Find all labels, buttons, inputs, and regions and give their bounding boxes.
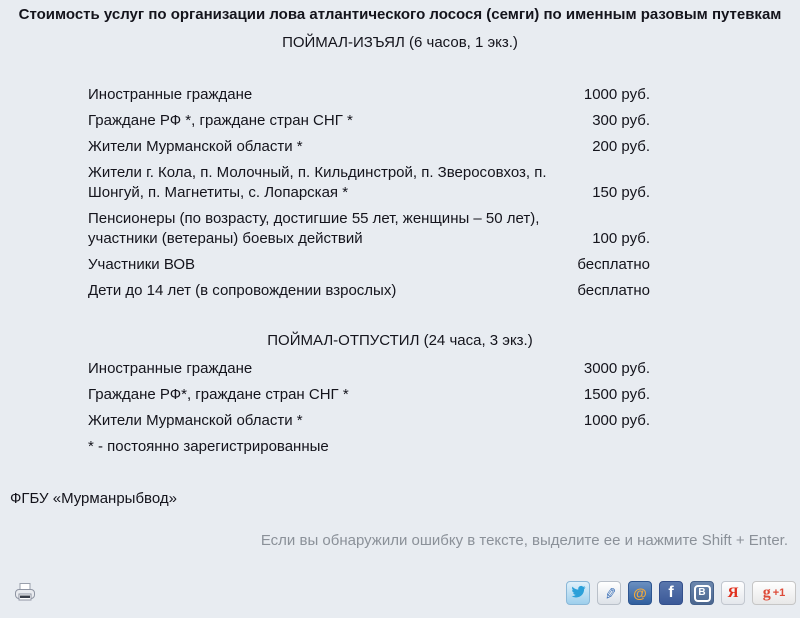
google-plus-one-button[interactable]: g +1: [752, 581, 796, 605]
row-price: 1500 руб.: [583, 386, 650, 403]
page-title: Стоимость услуг по организации лова атла…: [18, 6, 782, 23]
organization-name: ФГБУ «Мурманрыбвод»: [10, 490, 177, 507]
twitter-icon: [571, 584, 586, 602]
price-section: ПОЙМАЛ-ОТПУСТИЛ (24 часа, 3 экз.) Иностра…: [0, 331, 800, 457]
row-price: 1000 руб.: [583, 86, 650, 103]
price-row: Дети до 14 лет (в сопровождении взрослых…: [88, 281, 650, 301]
row-label: Жители Мурманской области *: [88, 138, 303, 155]
printer-icon: [13, 583, 37, 608]
price-row: Участники ВОВ бесплатно: [88, 255, 650, 275]
footnote: * - постоянно зарегистрированные: [88, 438, 329, 455]
row-price: 200 руб.: [592, 138, 650, 155]
price-row: Иностранные граждане 3000 руб.: [88, 359, 650, 379]
yandex-icon: Я: [727, 584, 739, 601]
vk-share-button[interactable]: В: [690, 581, 714, 605]
twitter-share-button[interactable]: [566, 581, 590, 605]
sections: ПОЙМАЛ-ИЗЪЯЛ (6 часов, 1 экз.) Иностранны…: [0, 33, 800, 457]
price-row: Жители г. Кола, п. Молочный, п. Кильдинс…: [88, 163, 650, 203]
yandex-share-button[interactable]: Я: [721, 581, 745, 605]
facebook-share-button[interactable]: f: [659, 581, 683, 605]
row-price: бесплатно: [577, 256, 650, 273]
social-share-row: ✎ @ f В Я g +1: [566, 581, 796, 605]
row-price: 100 руб.: [592, 230, 650, 247]
row-label: Жители Мурманской области *: [88, 412, 303, 429]
row-price: 150 руб.: [592, 184, 650, 201]
price-list-page: Стоимость услуг по организации лова атла…: [0, 5, 800, 618]
row-label: Граждане РФ *, граждане стран СНГ *: [88, 112, 353, 129]
livejournal-share-button[interactable]: ✎: [597, 581, 621, 605]
footer-bar: ✎ @ f В Я g +1: [0, 579, 800, 607]
row-label: Участники ВОВ: [88, 256, 196, 273]
section-heading: ПОЙМАЛ-ОТПУСТИЛ (24 часа, 3 экз.): [267, 332, 533, 349]
price-row: Пенсионеры (по возрасту, достигшие 55 ле…: [88, 209, 650, 249]
row-price: 300 руб.: [592, 112, 650, 129]
row-label: Иностранные граждане: [88, 360, 253, 377]
price-row: Иностранные граждане 1000 руб.: [88, 85, 650, 105]
row-price: 1000 руб.: [583, 412, 650, 429]
price-row: Жители Мурманской области * 1000 руб.: [88, 411, 650, 431]
row-label: Граждане РФ*, граждане стран СНГ *: [88, 386, 349, 403]
mailru-share-button[interactable]: @: [628, 581, 652, 605]
vk-icon: В: [693, 584, 711, 602]
price-table: Иностранные граждане 3000 руб. Граждане РФ…: [88, 359, 650, 431]
error-report-hint: Если вы обнаружили ошибку в тексте, выде…: [260, 532, 788, 549]
row-label: Дети до 14 лет (в сопровождении взрослых…: [88, 282, 397, 299]
mailru-at-icon: @: [633, 585, 647, 601]
row-price: 3000 руб.: [583, 360, 650, 377]
section-heading: ПОЙМАЛ-ИЗЪЯЛ (6 часов, 1 экз.): [282, 34, 518, 51]
facebook-icon: f: [668, 584, 674, 601]
row-label: Иностранные граждане: [88, 86, 253, 103]
pencil-icon: ✎: [599, 585, 619, 601]
row-label: Пенсионеры (по возрасту, достигшие 55 ле…: [88, 210, 540, 247]
google-plus-one-icon: g: [762, 584, 771, 601]
print-button[interactable]: [13, 581, 37, 605]
row-price: бесплатно: [577, 282, 650, 299]
plus-one-badge: +1: [772, 586, 786, 599]
price-row: Граждане РФ*, граждане стран СНГ * 1500 р…: [88, 385, 650, 405]
row-label: Жители г. Кола, п. Молочный, п. Кильдинс…: [88, 164, 547, 201]
price-row: Граждане РФ *, граждане стран СНГ * 300 р…: [88, 111, 650, 131]
price-table: Иностранные граждане 1000 руб. Граждане РФ…: [88, 85, 650, 301]
price-row: Жители Мурманской области * 200 руб.: [88, 137, 650, 157]
price-section: ПОЙМАЛ-ИЗЪЯЛ (6 часов, 1 экз.) Иностранны…: [0, 33, 800, 301]
